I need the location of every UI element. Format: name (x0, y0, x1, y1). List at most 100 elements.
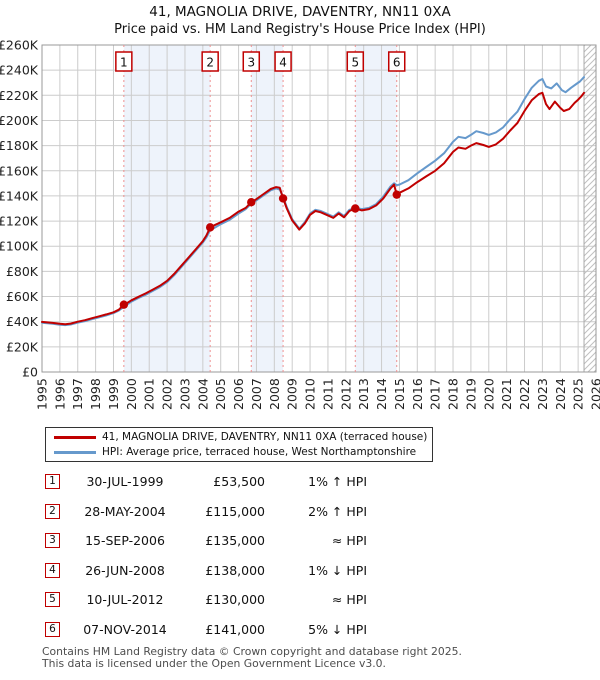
sale-number-badge: 2 (45, 503, 60, 519)
legend-item-hpi: HPI: Average price, terraced house, West… (46, 445, 432, 460)
sale-number-box (201, 51, 219, 72)
sale-number-box (274, 51, 292, 72)
x-axis-tick-label: 2020 (481, 378, 496, 410)
sale-number-label: 4 (279, 56, 287, 70)
x-axis-tick-label: 2016 (410, 378, 425, 410)
chart-legend: 41, MAGNOLIA DRIVE, DAVENTRY, NN11 0XA (… (45, 427, 433, 462)
x-axis-tick-label: 2002 (160, 378, 175, 410)
sale-number-badge: 3 (45, 533, 60, 549)
price-paid-line (41, 91, 585, 326)
sale-date: 28-MAY-2004 (84, 503, 166, 519)
sale-hpi-delta: 5% ↓ HPI (308, 622, 367, 637)
x-axis-tick-label: 2025 (571, 378, 586, 410)
sale-price: £138,000 (205, 562, 265, 578)
table-row: 1 30-JUL-1999 £53,500 1% ↑ HPI (0, 474, 600, 498)
x-axis-tick-label: 1996 (52, 378, 67, 410)
x-axis-tick-label: 2009 (285, 378, 300, 410)
x-axis-tick-label: 2026 (589, 378, 600, 410)
sale-price: £130,000 (205, 592, 265, 608)
sale-number-label: 2 (206, 56, 214, 70)
sale-hpi-delta: 1% ↑ HPI (308, 474, 367, 489)
license-note: Contains HM Land Registry data © Crown c… (42, 646, 462, 669)
y-axis-tick-label: £20K (6, 339, 39, 354)
y-axis-tick-label: £80K (6, 264, 39, 279)
y-axis-tick-label: £100K (0, 239, 39, 254)
sale-number-box (346, 51, 365, 72)
x-axis-tick-label: 2013 (356, 378, 371, 410)
legend-label: HPI: Average price, terraced house, West… (102, 446, 417, 458)
legend-label: 41, MAGNOLIA DRIVE, DAVENTRY, NN11 0XA (… (102, 431, 428, 443)
sale-date: 10-JUL-2012 (86, 592, 164, 608)
x-axis-tick-label: 1999 (106, 378, 121, 410)
y-axis-tick-label: £60K (6, 289, 39, 304)
sale-date: 07-NOV-2014 (83, 622, 167, 637)
x-axis-tick-label: 2024 (553, 378, 568, 410)
table-row: 4 26-JUN-2008 £138,000 1% ↓ HPI (0, 562, 600, 587)
sale-price: £141,000 (205, 622, 265, 637)
price-chart: 1 2 3 4 5 6 £0 £20K £40K £60K £80K £100K £120K £140K £… (0, 38, 600, 411)
table-row: 2 28-MAY-2004 £115,000 2% ↑ HPI (0, 503, 600, 528)
sale-number-label: 6 (393, 56, 401, 70)
y-axis-tick-label: £0 (22, 365, 38, 380)
x-axis-tick-label: 2022 (517, 378, 532, 410)
sale-marker-dot (392, 190, 401, 199)
x-axis-tick-label: 1995 (35, 378, 50, 410)
sale-hpi-delta: 2% ↑ HPI (308, 503, 367, 519)
hpi-line-swatch (54, 451, 96, 454)
x-axis-tick-label: 2019 (463, 378, 478, 410)
license-line-1: Contains HM Land Registry data © Crown c… (42, 645, 462, 658)
x-axis-tick-label: 1997 (70, 378, 85, 410)
x-axis-tick-label: 2005 (213, 378, 228, 410)
sale-price: £115,000 (205, 503, 265, 519)
sale-date: 30-JUL-1999 (86, 474, 164, 489)
page-title: 41, MAGNOLIA DRIVE, DAVENTRY, NN11 0XA (149, 4, 451, 20)
x-axis-tick-label: 2018 (446, 378, 461, 410)
legend-item-price-paid: 41, MAGNOLIA DRIVE, DAVENTRY, NN11 0XA (… (46, 430, 432, 445)
x-axis-tick-label: 2003 (177, 378, 192, 410)
y-axis-tick-label: £180K (0, 138, 39, 153)
y-axis-tick-label: £260K (0, 38, 39, 53)
sale-price: £135,000 (205, 533, 265, 549)
sale-price: £53,500 (213, 474, 265, 489)
sale-number-label: 3 (247, 56, 255, 70)
x-axis-tick-label: 2010 (303, 378, 318, 410)
sale-hpi-delta: ≈ HPI (331, 592, 367, 608)
sale-hpi-delta: 1% ↓ HPI (308, 562, 367, 578)
sale-marker-dot (278, 194, 288, 203)
sale-marker-dot (119, 300, 129, 309)
x-axis-tick-label: 2012 (338, 378, 353, 410)
page-subtitle: Price paid vs. HM Land Registry's House … (114, 22, 486, 37)
sale-date: 15-SEP-2006 (85, 533, 165, 549)
y-axis-tick-label: £240K (0, 63, 39, 78)
x-axis-tick-label: 2017 (428, 378, 443, 410)
price-line-swatch (54, 436, 96, 439)
sale-marker-dot (247, 198, 256, 207)
sale-number-label: 5 (351, 56, 359, 70)
table-row: 3 15-SEP-2006 £135,000 ≈ HPI (0, 533, 600, 557)
x-axis-tick-label: 2000 (124, 378, 139, 410)
y-axis-tick-label: £40K (6, 314, 39, 329)
x-axis-tick-label: 2021 (499, 378, 514, 410)
sale-number-badge: 6 (45, 622, 60, 637)
sale-number-badge: 4 (45, 562, 60, 578)
sale-number-box (115, 51, 133, 72)
sale-marker-dot (205, 223, 215, 232)
y-axis-tick-label: £140K (0, 188, 39, 203)
hpi-line (41, 76, 585, 327)
x-axis-tick-label: 2023 (535, 378, 550, 410)
x-axis-tick-label: 2014 (374, 378, 389, 410)
table-row: 6 07-NOV-2014 £141,000 5% ↓ HPI (0, 622, 600, 646)
plot-border (41, 44, 597, 373)
x-axis-tick-label: 2015 (392, 378, 407, 410)
sale-date: 26-JUN-2008 (85, 562, 165, 578)
y-axis-tick-label: £200K (0, 113, 39, 128)
sale-number-badge: 5 (45, 592, 60, 608)
sale-marker-dot (351, 204, 360, 213)
x-axis-tick-label: 2006 (231, 378, 246, 410)
sale-number-box (387, 51, 406, 72)
x-axis-tick-label: 1998 (88, 378, 103, 410)
sale-number-label: 1 (120, 56, 128, 70)
sale-number-box (242, 51, 261, 72)
y-axis-tick-label: £120K (0, 214, 39, 229)
